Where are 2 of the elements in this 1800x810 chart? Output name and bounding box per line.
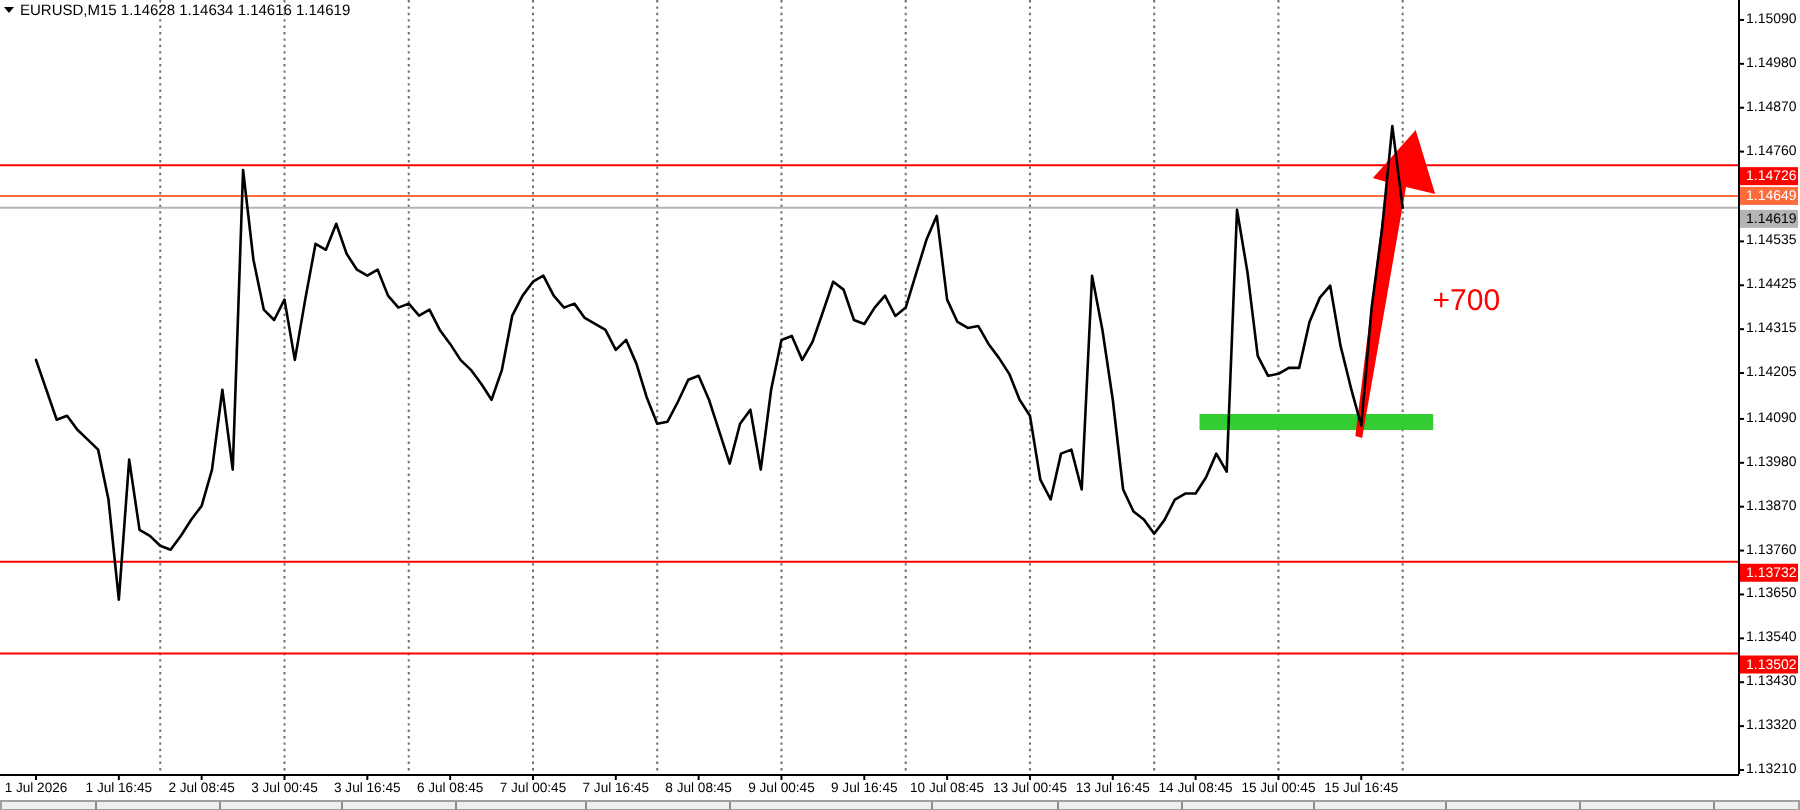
line-series <box>34 124 1404 601</box>
annotation: +700 <box>1432 283 1501 317</box>
